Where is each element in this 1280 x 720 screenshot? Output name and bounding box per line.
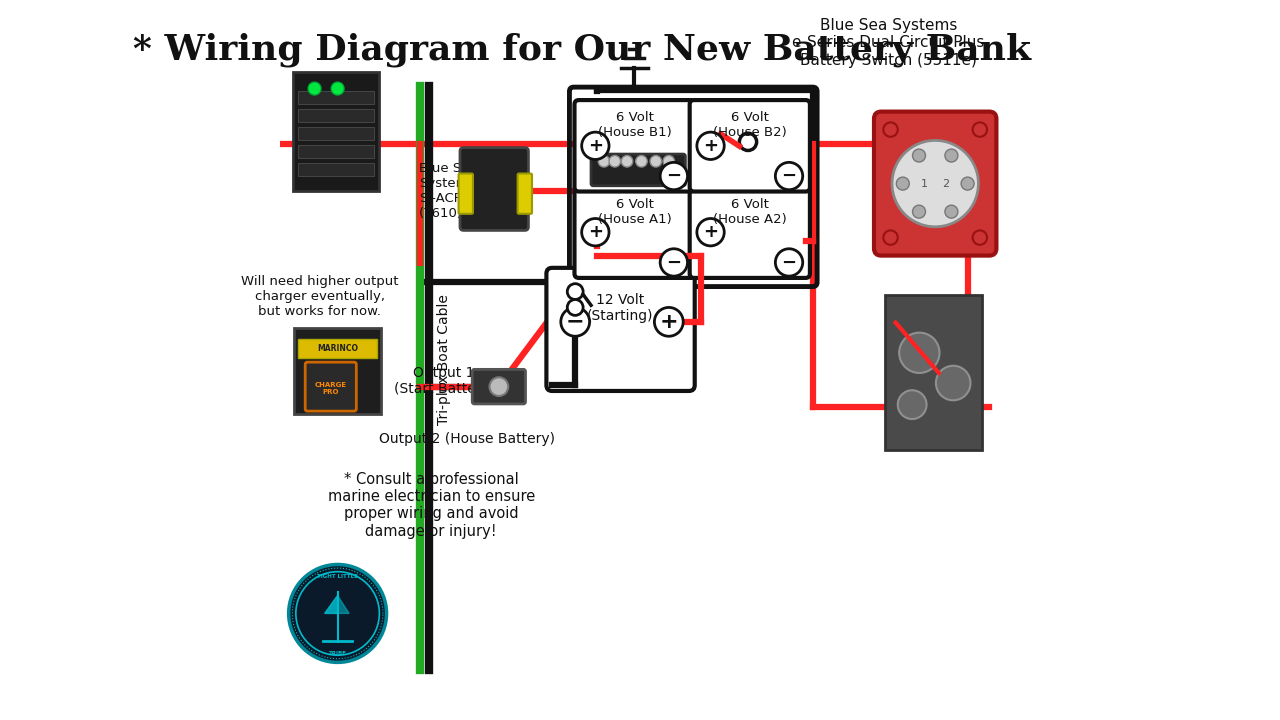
Text: −: −	[782, 253, 796, 271]
Circle shape	[581, 219, 609, 246]
Circle shape	[945, 149, 957, 162]
Text: −: −	[667, 253, 681, 271]
Text: 6 Volt
(House B1): 6 Volt (House B1)	[598, 111, 672, 139]
FancyBboxPatch shape	[293, 72, 379, 191]
Circle shape	[660, 163, 687, 189]
Text: TIGHT LITTLE: TIGHT LITTLE	[317, 574, 358, 578]
FancyBboxPatch shape	[298, 127, 374, 140]
Text: 6 Volt
(House A2): 6 Volt (House A2)	[713, 197, 787, 225]
FancyBboxPatch shape	[517, 174, 532, 214]
FancyBboxPatch shape	[575, 100, 695, 192]
Circle shape	[973, 230, 987, 245]
Circle shape	[609, 156, 621, 167]
Circle shape	[776, 249, 803, 276]
Circle shape	[897, 390, 927, 419]
Circle shape	[704, 133, 721, 150]
Circle shape	[696, 219, 724, 246]
Circle shape	[650, 156, 662, 167]
FancyBboxPatch shape	[472, 369, 526, 404]
FancyBboxPatch shape	[460, 148, 529, 230]
Circle shape	[973, 122, 987, 137]
FancyBboxPatch shape	[294, 328, 381, 414]
Circle shape	[636, 156, 648, 167]
Polygon shape	[338, 595, 349, 613]
Text: 6 Volt
(House A1): 6 Volt (House A1)	[598, 197, 672, 225]
Circle shape	[561, 307, 590, 336]
Text: Will need higher output
charger eventually,
but works for now.: Will need higher output charger eventual…	[241, 275, 398, 318]
Text: Output 2 (House Battery): Output 2 (House Battery)	[379, 432, 556, 446]
Circle shape	[896, 177, 909, 190]
FancyBboxPatch shape	[305, 362, 356, 411]
Text: +: +	[703, 223, 718, 241]
Circle shape	[961, 177, 974, 190]
Circle shape	[945, 205, 957, 218]
FancyBboxPatch shape	[690, 100, 810, 192]
Text: +: +	[588, 137, 603, 155]
Circle shape	[883, 230, 897, 245]
FancyBboxPatch shape	[298, 109, 374, 122]
Text: * Consult a professional
marine electrician to ensure
proper wiring and avoid
da: * Consult a professional marine electric…	[328, 472, 535, 539]
Text: MARINCO: MARINCO	[317, 344, 358, 353]
Circle shape	[696, 132, 724, 160]
Circle shape	[654, 307, 684, 336]
Circle shape	[883, 122, 897, 137]
Text: 12 Volt
(Starting): 12 Volt (Starting)	[586, 293, 653, 323]
Text: Blue Sea
Systems
SI-ACR
(7610): Blue Sea Systems SI-ACR (7610)	[419, 162, 477, 220]
FancyBboxPatch shape	[591, 154, 685, 186]
Text: +: +	[588, 223, 603, 241]
Text: Blue Sea Systems
e-Series Dual Circuit Plus
Battery Switch (5511e): Blue Sea Systems e-Series Dual Circuit P…	[792, 18, 984, 68]
FancyBboxPatch shape	[884, 295, 982, 450]
Circle shape	[489, 377, 508, 396]
Text: TRIBE: TRIBE	[329, 651, 347, 655]
Polygon shape	[325, 595, 338, 613]
Text: Output 1
(Start Battery): Output 1 (Start Battery)	[393, 366, 495, 396]
Text: 6 Volt
(House B2): 6 Volt (House B2)	[713, 111, 787, 139]
Circle shape	[567, 300, 584, 315]
Text: +: +	[659, 312, 678, 332]
Circle shape	[581, 132, 609, 160]
Circle shape	[913, 205, 925, 218]
FancyBboxPatch shape	[547, 268, 695, 391]
Circle shape	[598, 156, 609, 167]
FancyBboxPatch shape	[458, 174, 474, 214]
FancyBboxPatch shape	[575, 186, 695, 278]
FancyBboxPatch shape	[874, 112, 996, 256]
Circle shape	[621, 156, 632, 167]
Circle shape	[913, 149, 925, 162]
FancyBboxPatch shape	[298, 339, 378, 358]
Circle shape	[289, 564, 387, 662]
Text: * Wiring Diagram for Our New Battery Bank: * Wiring Diagram for Our New Battery Ban…	[133, 32, 1032, 67]
Text: CHARGE
PRO: CHARGE PRO	[315, 382, 347, 395]
Text: 1: 1	[920, 179, 928, 189]
Circle shape	[740, 133, 756, 150]
Circle shape	[900, 333, 940, 373]
FancyBboxPatch shape	[690, 186, 810, 278]
Circle shape	[776, 163, 803, 189]
Text: −: −	[782, 167, 796, 185]
FancyBboxPatch shape	[298, 163, 374, 176]
Text: 2: 2	[942, 179, 950, 189]
Circle shape	[663, 156, 675, 167]
Text: +: +	[703, 137, 718, 155]
Text: −: −	[667, 167, 681, 185]
Circle shape	[308, 82, 321, 95]
FancyBboxPatch shape	[298, 145, 374, 158]
Circle shape	[660, 249, 687, 276]
Circle shape	[892, 140, 978, 227]
Circle shape	[567, 284, 584, 300]
Text: Tri-plex Boat Cable: Tri-plex Boat Cable	[436, 294, 451, 426]
FancyBboxPatch shape	[298, 91, 374, 104]
Text: −: −	[566, 312, 585, 332]
Circle shape	[332, 82, 344, 95]
Circle shape	[936, 366, 970, 400]
